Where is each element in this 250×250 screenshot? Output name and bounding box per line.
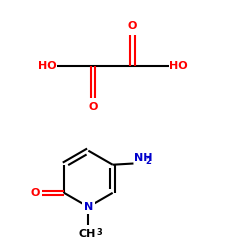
Text: 2: 2: [146, 157, 152, 166]
Text: O: O: [31, 188, 40, 198]
Text: HO: HO: [38, 61, 56, 71]
Text: N: N: [84, 202, 93, 212]
Text: O: O: [88, 102, 98, 112]
Text: CH: CH: [78, 229, 96, 239]
Text: O: O: [128, 21, 137, 31]
Text: NH: NH: [134, 153, 152, 163]
Text: HO: HO: [169, 61, 188, 71]
Text: 3: 3: [96, 228, 102, 237]
